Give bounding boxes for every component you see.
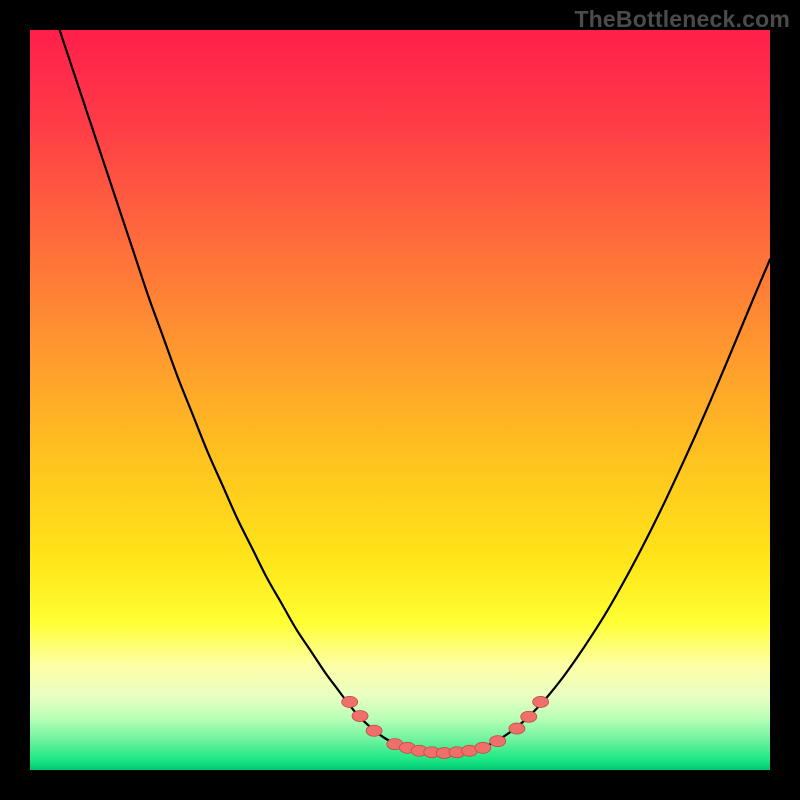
marker-point <box>366 725 382 736</box>
bottleneck-chart <box>0 0 800 800</box>
watermark-text: TheBottleneck.com <box>574 6 790 33</box>
marker-point <box>342 696 358 707</box>
marker-point <box>352 710 368 721</box>
marker-point <box>509 723 525 734</box>
marker-point <box>490 736 506 747</box>
plot-background <box>30 30 770 770</box>
marker-point <box>521 711 537 722</box>
marker-point <box>475 742 491 753</box>
marker-point <box>533 696 549 707</box>
